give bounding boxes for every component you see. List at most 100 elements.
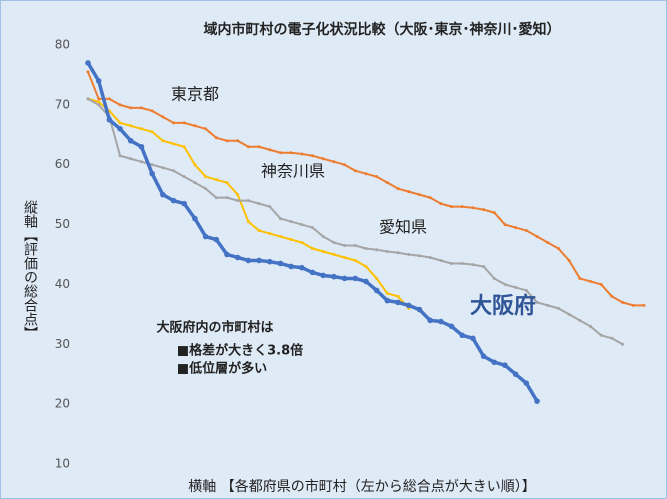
data-point [405,302,412,309]
data-point [268,232,272,236]
data-point [514,285,518,289]
data-point [460,205,464,209]
data-point [138,143,145,150]
data-point [129,124,133,128]
data-point [139,106,143,110]
data-point [482,208,486,212]
data-point [236,139,240,143]
data-point [373,287,380,294]
data-point [257,202,261,206]
data-point [118,121,122,125]
data-point [407,190,411,194]
data-point [642,303,646,307]
data-point [450,261,454,265]
data-point [523,380,530,386]
data-point [193,181,197,185]
data-point [161,115,165,119]
data-point [311,247,315,251]
data-point [460,261,464,265]
data-point [172,169,176,173]
data-point [299,264,305,271]
data-point [85,60,91,66]
data-point [257,145,261,149]
data-point [343,163,347,167]
data-point [172,142,176,146]
data-point [332,241,336,245]
data-point [375,276,379,280]
data-point [118,154,122,158]
data-point [106,117,113,123]
data-point [214,178,218,182]
data-point [621,342,625,346]
data-point [204,187,208,191]
data-point [118,103,122,107]
data-point [225,196,229,200]
data-point [234,254,241,261]
data-point [107,97,111,101]
data-point [289,238,293,242]
data-point [535,235,539,239]
data-point [278,217,282,221]
series-label: 東京都 [171,85,219,104]
data-point [353,169,357,173]
data-point [512,371,519,378]
y-tick-label: 30 [55,337,70,351]
data-point [395,299,401,306]
data-point [321,157,325,161]
data-point [332,253,336,256]
data-point [482,264,486,268]
data-point [599,333,603,337]
y-tick-label: 60 [55,157,70,171]
data-point [300,152,304,156]
data-point [268,148,272,152]
data-point [311,154,315,158]
data-point [277,260,284,267]
data-point [182,145,186,149]
data-point [161,166,165,170]
data-point [300,223,304,227]
data-point [193,163,197,167]
data-point [631,303,635,307]
data-point [375,175,379,179]
data-point [459,332,466,339]
data-point [288,263,294,270]
data-point [534,398,540,404]
data-point [492,211,496,215]
data-point [448,323,455,330]
data-point [127,137,134,144]
data-point [149,170,155,177]
data-point [428,255,432,259]
data-point [556,247,560,251]
data-point [610,294,614,298]
data-point [332,160,336,164]
data-point [450,205,454,209]
data-point [278,235,282,239]
data-point [150,163,154,167]
data-point [439,258,443,262]
data-point [438,318,444,325]
data-point [139,127,143,131]
data-point [428,196,432,200]
data-point [364,264,368,268]
data-point [225,181,229,185]
y-tick-label: 70 [55,97,70,111]
data-point [224,251,230,258]
y-tick-label: 20 [55,397,70,411]
data-point [202,233,209,240]
data-point [320,272,327,279]
data-point [321,235,325,239]
data-point [193,124,197,128]
data-point [321,250,325,254]
data-point [245,257,252,264]
series-label: 大阪府 [470,293,536,319]
data-point [567,312,571,316]
data-point [236,193,240,197]
data-point [268,205,272,209]
y-tick-label: 10 [55,457,70,471]
data-point [266,258,273,265]
data-point [578,276,582,280]
data-point [589,324,593,328]
y-axis-label: 縦軸【評価の総合点】 [22,200,38,340]
